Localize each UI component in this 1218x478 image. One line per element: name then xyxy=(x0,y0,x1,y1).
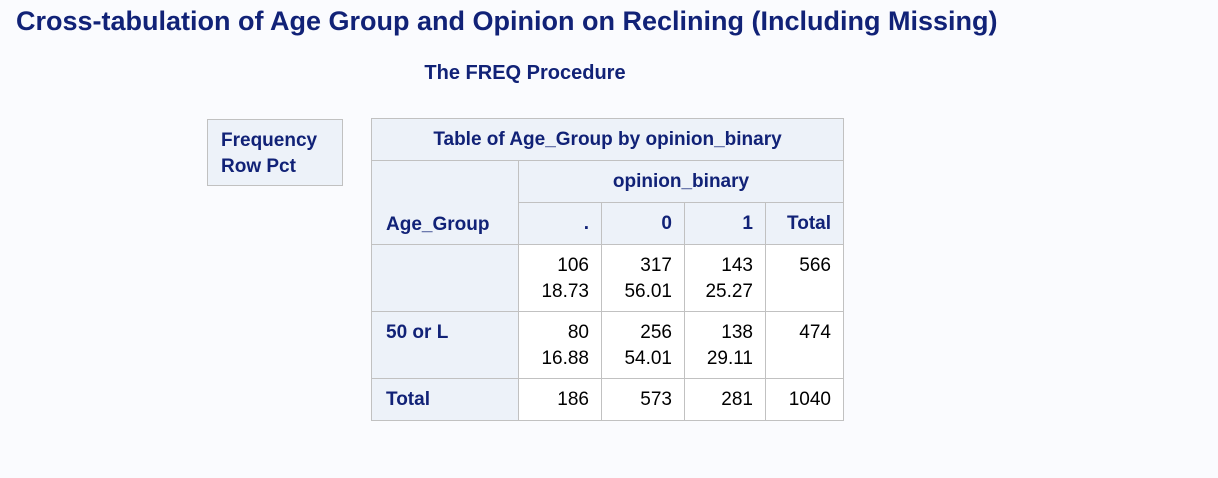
cell-row-pct: 25.27 xyxy=(705,281,753,302)
data-cell: 566 xyxy=(765,244,844,312)
key-row-pct: Row Pct xyxy=(221,156,296,177)
total-row-label: Total xyxy=(371,378,519,421)
table-row: 106 18.73 317 56.01 143 25.27 566 xyxy=(371,244,844,312)
cell-row-pct: 29.11 xyxy=(706,348,753,369)
row-var-label: Age_Group xyxy=(386,214,490,235)
data-cell: 80 16.88 xyxy=(518,311,602,379)
total-row: Total 186 573 281 1040 xyxy=(371,378,844,421)
cell-frequency: 474 xyxy=(799,322,831,343)
crosstab-table: Table of Age_Group by opinion_binary Age… xyxy=(371,118,844,421)
data-cell: 317 56.01 xyxy=(601,244,685,312)
row-var-header-cell: Age_Group xyxy=(371,160,519,245)
cell-frequency: 80 xyxy=(567,322,589,343)
cell-frequency: 106 xyxy=(557,255,589,276)
cell-frequency: 143 xyxy=(721,255,753,276)
cell-row-pct: 54.01 xyxy=(624,348,672,369)
table-caption: Table of Age_Group by opinion_binary xyxy=(371,118,844,161)
cell-row-pct: 56.01 xyxy=(624,281,672,302)
key-frequency: Frequency xyxy=(221,130,318,151)
page-title: Cross-tabulation of Age Group and Opinio… xyxy=(16,6,998,36)
data-cell: 138 29.11 xyxy=(684,311,766,379)
cell-frequency: 317 xyxy=(640,255,672,276)
column-header-0: 0 xyxy=(601,202,685,245)
cell-frequency: 138 xyxy=(721,322,753,343)
total-cell: 573 xyxy=(601,378,685,421)
row-label xyxy=(371,244,519,312)
total-cell: 281 xyxy=(684,378,766,421)
total-cell: 186 xyxy=(518,378,602,421)
procedure-subtitle: The FREQ Procedure xyxy=(424,62,626,84)
column-header-total: Total xyxy=(765,202,844,245)
cell-frequency: 566 xyxy=(799,255,831,276)
row-label: 50 or L xyxy=(371,311,519,379)
cell-row-pct: 18.73 xyxy=(541,281,589,302)
data-cell: 106 18.73 xyxy=(518,244,602,312)
data-cell: 256 54.01 xyxy=(601,311,685,379)
column-var-label: opinion_binary xyxy=(518,160,844,203)
cell-contents-key: Frequency Row Pct xyxy=(207,119,343,186)
cell-frequency: 256 xyxy=(640,322,672,343)
table-row: 50 or L 80 16.88 256 54.01 138 29.11 474 xyxy=(371,311,844,379)
data-cell: 143 25.27 xyxy=(684,244,766,312)
column-header-missing: . xyxy=(518,202,602,245)
data-cell: 474 xyxy=(765,311,844,379)
grand-total-cell: 1040 xyxy=(765,378,844,421)
cell-row-pct: 16.88 xyxy=(541,348,589,369)
column-header-1: 1 xyxy=(684,202,766,245)
